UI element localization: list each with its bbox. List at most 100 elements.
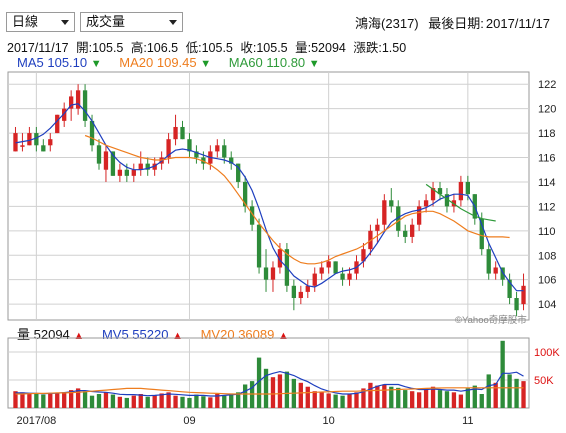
last-date: 2017/11/17 [485, 16, 550, 31]
arrow-down-icon: ▼ [308, 58, 320, 70]
price-tick-label: 118 [538, 128, 556, 140]
volume-bar [236, 392, 241, 408]
candle-body [249, 206, 255, 225]
ma5-legend: MA5 105.10 ▼ [17, 55, 102, 70]
price-tick-label: 116 [538, 153, 556, 165]
volume-bar [410, 391, 415, 408]
candle-body [41, 145, 46, 152]
price-tick-label: 120 [538, 104, 556, 116]
price-tick-label: 110 [538, 226, 556, 238]
ma20-line [84, 134, 510, 265]
volume-bar [82, 391, 88, 408]
candle-body [131, 169, 136, 176]
quote-open: 開:105.5 [76, 41, 124, 55]
volume-tick-label: 100K [534, 347, 560, 359]
date-tick-label: 10 [323, 415, 335, 427]
period-select[interactable]: 日線 [6, 12, 75, 32]
candle-body [444, 194, 450, 207]
candle-body [180, 126, 185, 140]
volume-bar [222, 395, 227, 408]
volume-bar [465, 388, 471, 408]
candle-body [62, 108, 67, 121]
volume-bar [500, 340, 505, 408]
volume-bar [340, 395, 345, 408]
ma60-line [425, 183, 496, 222]
volume-bar [34, 393, 39, 408]
volume-bar [194, 394, 199, 408]
volume-bar [444, 391, 450, 408]
volume-bar [166, 392, 171, 408]
price-tick-label: 104 [538, 299, 556, 311]
volume-bar [389, 386, 394, 408]
arrow-up-icon: ▲ [172, 330, 183, 342]
mv5-line [15, 370, 524, 397]
volume-bar [458, 394, 464, 408]
volume-bar [173, 395, 178, 408]
price-tick-label: 112 [538, 201, 556, 213]
candle-body [27, 133, 32, 146]
candle-body [256, 224, 262, 268]
quote-volume: 量:52094 [295, 41, 346, 55]
candle-body [263, 267, 269, 280]
candle-body [305, 285, 310, 292]
candle-body [145, 163, 150, 170]
volume-bar [354, 392, 359, 408]
quote-date: 2017/11/17 [7, 41, 69, 55]
watermark: ©Yahoo奇摩股市 [455, 315, 527, 326]
candle-body [222, 145, 227, 158]
candle-body [340, 273, 345, 280]
volume-bar [110, 394, 116, 408]
volume-bar [55, 393, 60, 408]
volume-bar [472, 385, 477, 408]
volume-bar [187, 397, 192, 408]
price-tick-label: 108 [538, 250, 556, 262]
volume-bar [319, 392, 324, 408]
volume-bar [117, 396, 123, 408]
volume-bar [270, 377, 276, 408]
candle-body [423, 200, 429, 207]
volume-bar [13, 391, 18, 408]
candle-body [389, 200, 394, 207]
candle-body [416, 206, 422, 225]
indicator-select[interactable]: 成交量 [80, 12, 183, 32]
candle-body [507, 279, 512, 299]
volume-bar [96, 394, 102, 408]
candle-body [110, 151, 116, 176]
candle-body [34, 133, 39, 146]
volume-bar [68, 390, 74, 408]
candle-body [493, 267, 498, 274]
volume-bar [430, 386, 436, 408]
candle-body [68, 96, 74, 109]
candle-body [500, 267, 505, 280]
volume-bar [479, 394, 484, 408]
candle-body [117, 169, 123, 176]
volume-bar [145, 396, 150, 408]
quote-close: 收:105.5 [240, 41, 288, 55]
price-tick-label: 106 [538, 275, 556, 287]
ma-legend: MA5 105.10 ▼ MA20 109.45 ▼ MA60 110.80 ▼ [17, 55, 334, 70]
candle-body [319, 267, 324, 274]
candle-body [96, 145, 102, 164]
candle-body [375, 224, 380, 231]
volume-bar [41, 394, 46, 408]
candle-body [430, 188, 436, 201]
volume-bar [507, 374, 512, 408]
volume-bar [361, 388, 366, 408]
candle-body [437, 188, 443, 195]
candle-body [229, 157, 234, 164]
candle-body [361, 249, 366, 262]
candle-body [312, 273, 317, 286]
arrow-up-icon: ▲ [277, 330, 289, 342]
volume-bar [277, 374, 283, 408]
price-tick-label: 114 [538, 177, 556, 189]
quote-change: 漲跌:1.50 [353, 41, 407, 55]
candle-body [13, 133, 18, 152]
candle-body [410, 224, 415, 237]
candle-body [291, 285, 297, 299]
volume-bar [284, 371, 290, 408]
volume-bar [437, 390, 443, 408]
candle-body [173, 126, 178, 140]
price-panel-frame [7, 71, 530, 321]
ma60-legend: MA60 110.80 ▼ [228, 55, 320, 70]
